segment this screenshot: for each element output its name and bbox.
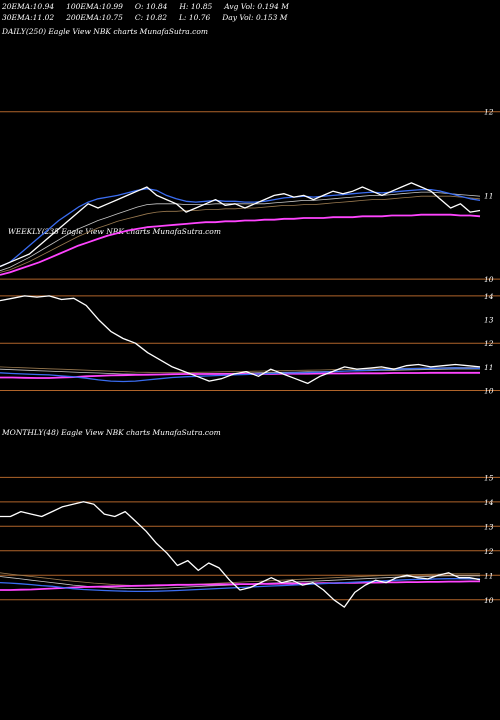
hdr-high: H: 10.85 xyxy=(179,2,213,11)
header-row-2: 30EMA:11.02 200EMA:10.75 C: 10.82 L: 10.… xyxy=(2,13,287,22)
daily-ema-fast-line xyxy=(0,188,481,268)
hdr-30ema: 30EMA:11.02 xyxy=(2,13,55,22)
weekly-y-tick-label: 10 xyxy=(484,387,494,396)
weekly-ema-slow-line xyxy=(0,371,480,379)
daily-ema-mid1-line xyxy=(0,191,481,272)
weekly-y-tick-label: 12 xyxy=(484,339,494,348)
monthly-ema-mid2-line xyxy=(0,572,480,587)
hdr-day-vol: Day Vol: 0.153 M xyxy=(222,13,288,22)
daily-y-tick-label: 10 xyxy=(484,275,494,284)
hdr-close: C: 10.82 xyxy=(134,13,168,22)
monthly-y-tick-label: 12 xyxy=(484,547,494,556)
monthly-y-tick-label: 14 xyxy=(484,498,494,507)
panel-label-weekly: WEEKLY(235 Eagle View NBK charts MunafaS… xyxy=(8,227,221,236)
weekly-y-tick-label: 11 xyxy=(484,363,494,372)
daily-y-tick-label: 12 xyxy=(484,108,494,117)
panel-label-daily: DAILY(250) Eagle View NBK charts MunafaS… xyxy=(2,27,208,36)
monthly-ema-fast-line xyxy=(0,578,480,593)
monthly-y-tick-label: 10 xyxy=(484,596,494,605)
hdr-20ema: 20EMA:10.94 xyxy=(2,2,55,11)
panel-label-monthly: MONTHLY(48) Eagle View NBK charts Munafa… xyxy=(2,428,221,437)
daily-ema-mid2-line xyxy=(0,195,481,273)
weekly-ema-fast-line xyxy=(0,367,481,383)
hdr-avg-vol: Avg Vol: 0.194 M xyxy=(224,2,289,11)
daily-y-tick-label: 11 xyxy=(484,191,494,200)
weekly-price-line xyxy=(0,295,481,385)
hdr-low: L: 10.76 xyxy=(178,13,211,22)
weekly-y-tick-label: 14 xyxy=(484,292,494,301)
daily-ema-slow-line xyxy=(0,213,481,276)
hdr-100ema: 100EMA:10.99 xyxy=(66,2,123,11)
monthly-ema-slow-line xyxy=(0,580,480,591)
weekly-y-tick-label: 13 xyxy=(484,316,494,325)
hdr-open: O: 10.84 xyxy=(134,2,168,11)
monthly-y-tick-label: 15 xyxy=(484,473,494,482)
monthly-y-tick-label: 11 xyxy=(484,571,494,580)
header-row-1: 20EMA:10.94 100EMA:10.99 O: 10.84 H: 10.… xyxy=(2,2,289,11)
hdr-200ema: 200EMA:10.75 xyxy=(66,13,123,22)
monthly-y-tick-label: 13 xyxy=(484,522,494,531)
monthly-price-line xyxy=(0,501,481,608)
daily-price-line xyxy=(0,182,481,268)
